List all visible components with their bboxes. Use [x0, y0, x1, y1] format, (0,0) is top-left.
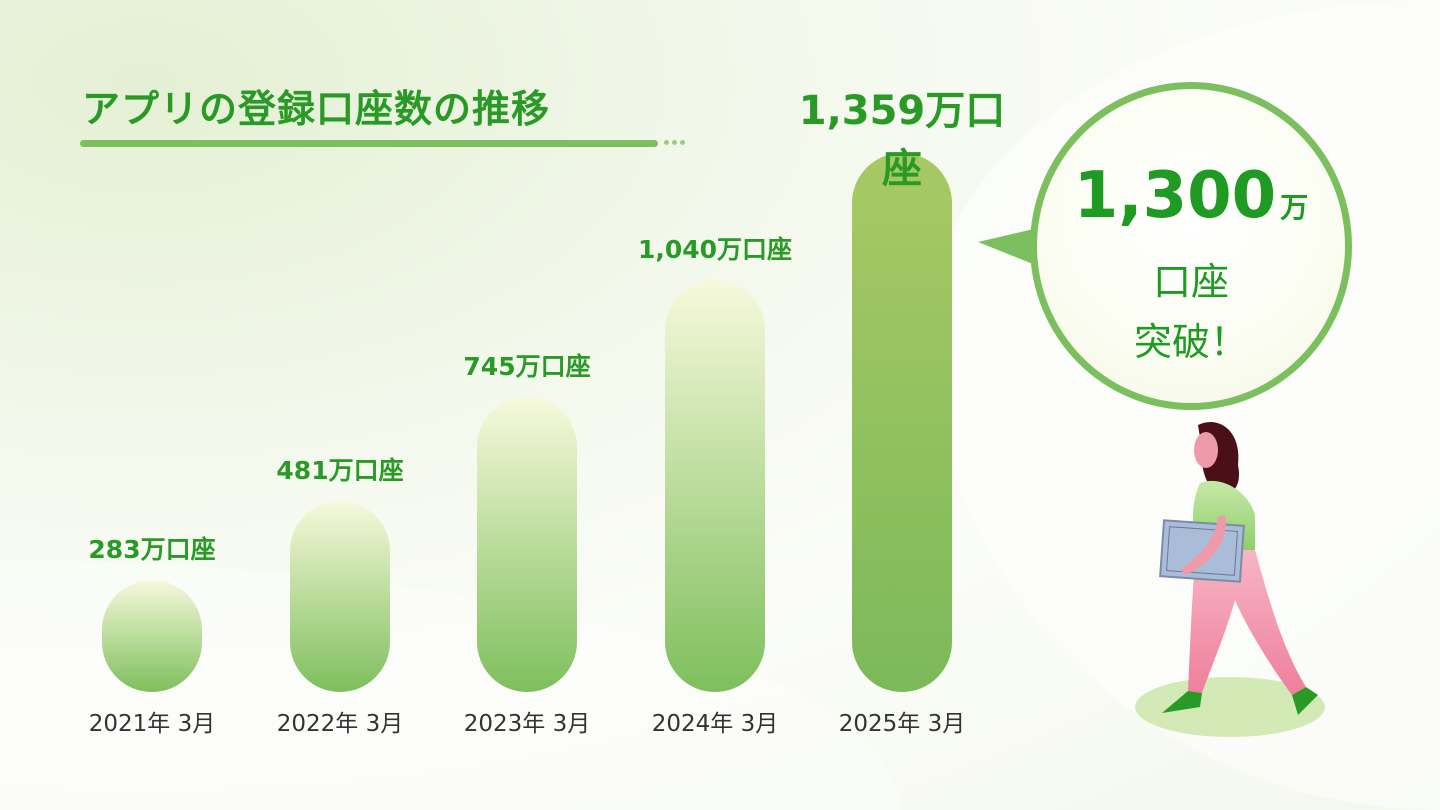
data-label: 481万口座: [276, 456, 404, 486]
x-tick-label: 2023年 3月: [463, 711, 591, 737]
bar-2022: [290, 501, 390, 692]
data-label: 745万口座: [463, 351, 591, 381]
chart-title: アプリの登録口座数の推移: [82, 87, 551, 131]
callout-number: 1,300 万: [1037, 159, 1345, 233]
callout-line2: 口座: [1152, 260, 1229, 304]
speech-bubble-tail: [978, 228, 1038, 266]
bar-2023: [477, 396, 577, 692]
bar-2021: [102, 579, 202, 692]
callout-number-text: 1,300: [1073, 159, 1277, 233]
callout-line3: 突破！: [1133, 320, 1248, 364]
data-label: 1,040万口座: [637, 234, 793, 264]
x-tick-label: 2025年 3月: [838, 711, 966, 737]
bar-2025: [852, 153, 952, 692]
data-label: 1,359万口座: [798, 88, 1006, 192]
speech-bubble: 1,300 万 口座 突破！: [1030, 82, 1352, 410]
woman-illustration: [1135, 421, 1325, 737]
bar-2024: [665, 279, 765, 692]
callout-unit: 万: [1280, 191, 1309, 224]
data-label: 283万口座: [88, 534, 216, 564]
title-dots: [664, 140, 685, 145]
title-underline: [80, 140, 658, 147]
x-tick-label: 2022年 3月: [276, 711, 404, 737]
x-tick-label: 2021年 3月: [88, 711, 216, 737]
x-tick-label: 2024年 3月: [651, 711, 779, 737]
